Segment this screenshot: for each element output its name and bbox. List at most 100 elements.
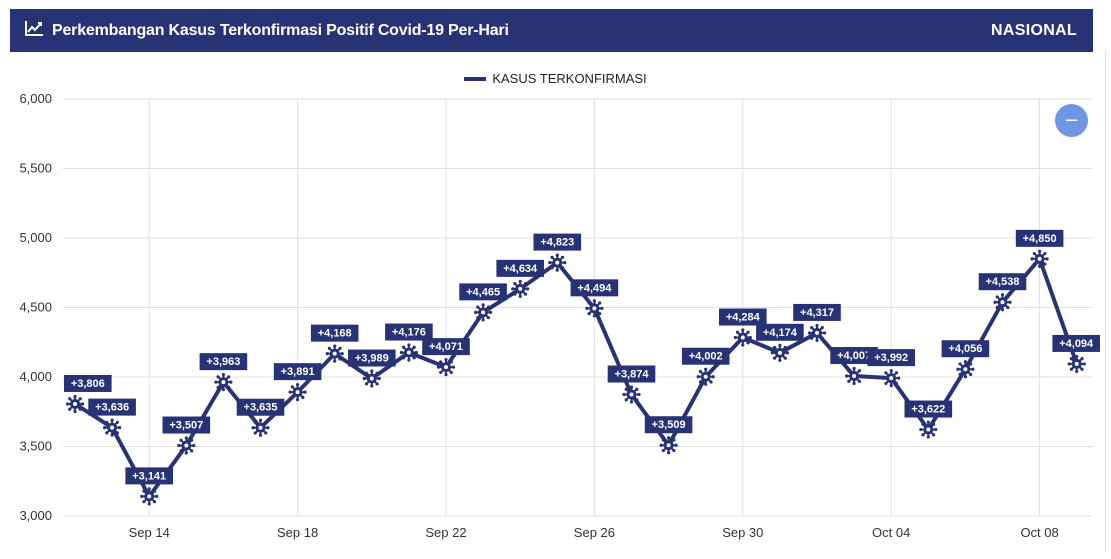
- legend-swatch: [464, 76, 487, 81]
- data-label-box: [385, 323, 433, 341]
- virus-marker[interactable]: [696, 367, 715, 386]
- virus-marker[interactable]: [177, 436, 196, 455]
- virus-marker[interactable]: [325, 344, 344, 363]
- virus-marker[interactable]: [733, 328, 752, 347]
- data-label-box: [793, 303, 841, 321]
- x-tick-label: Oct 04: [872, 525, 910, 540]
- x-tick-label: Sep 30: [722, 525, 763, 540]
- data-label: +4,465: [466, 286, 500, 298]
- data-label: +4,007: [837, 350, 871, 362]
- virus-marker[interactable]: [659, 436, 678, 455]
- y-tick-label: 5,500: [19, 161, 52, 176]
- data-label: +3,141: [132, 470, 166, 482]
- data-label: +3,509: [652, 419, 686, 431]
- data-label-box: [533, 233, 582, 251]
- header-left: Perkembangan Kasus Terkonfirmasi Positif…: [24, 19, 509, 42]
- panel-border: [1105, 52, 1106, 552]
- page-title: Perkembangan Kasus Terkonfirmasi Positif…: [52, 21, 509, 39]
- data-label-box: [570, 279, 619, 297]
- virus-marker[interactable]: [548, 253, 567, 272]
- virus-marker[interactable]: [993, 293, 1012, 312]
- virus-marker[interactable]: [65, 394, 85, 414]
- data-label-box: [459, 283, 507, 301]
- data-label: +4,071: [429, 341, 463, 353]
- data-label-box: [125, 467, 173, 485]
- data-label: +4,094: [1059, 338, 1094, 350]
- data-label-box: [199, 353, 248, 371]
- data-label: +4,634: [503, 263, 538, 275]
- data-label-box: [1052, 334, 1100, 352]
- data-label: +3,636: [95, 402, 129, 414]
- data-label-box: [756, 323, 804, 341]
- data-label: +4,168: [318, 328, 352, 340]
- chart-legend[interactable]: KASUS TERKONFIRMASI: [0, 71, 1111, 86]
- virus-marker[interactable]: [362, 369, 381, 388]
- data-label-box: [867, 349, 915, 367]
- virus-marker[interactable]: [399, 343, 418, 362]
- chart-line-icon: [24, 19, 44, 42]
- data-label: +3,989: [355, 353, 389, 365]
- x-tick-label: Sep 18: [277, 525, 318, 540]
- data-label-box: [978, 273, 1027, 291]
- data-label-box: [607, 365, 656, 383]
- virus-marker[interactable]: [140, 487, 159, 506]
- data-label: +3,963: [206, 356, 240, 368]
- virus-marker[interactable]: [622, 385, 641, 404]
- data-label: +4,538: [986, 276, 1020, 288]
- y-tick-label: 4,500: [19, 300, 52, 315]
- virus-marker[interactable]: [251, 418, 270, 437]
- virus-marker[interactable]: [1067, 354, 1086, 374]
- data-label-box: [830, 347, 878, 365]
- x-tick-label: Sep 14: [129, 525, 170, 540]
- virus-marker[interactable]: [474, 303, 493, 322]
- y-tick-label: 6,000: [19, 91, 52, 106]
- data-label: +3,507: [169, 420, 203, 432]
- virus-marker[interactable]: [436, 358, 456, 377]
- x-tick-label: Sep 26: [574, 525, 615, 540]
- y-tick-label: 5,000: [19, 230, 52, 245]
- data-label-box: [904, 400, 953, 418]
- data-label: +4,002: [689, 351, 723, 363]
- chart-header: Perkembangan Kasus Terkonfirmasi Positif…: [10, 9, 1093, 52]
- virus-marker[interactable]: [807, 323, 827, 343]
- data-label-box: [644, 416, 693, 434]
- y-tick-label: 3,000: [19, 508, 52, 523]
- virus-marker[interactable]: [288, 383, 307, 402]
- data-label-box: [681, 347, 730, 365]
- data-label-box: [941, 340, 990, 358]
- virus-marker[interactable]: [511, 279, 530, 298]
- virus-marker[interactable]: [770, 343, 789, 362]
- virus-marker[interactable]: [214, 373, 233, 392]
- x-tick-label: Oct 08: [1020, 525, 1058, 540]
- data-label: +4,284: [726, 312, 761, 324]
- zoom-out-button[interactable]: −: [1055, 104, 1088, 137]
- data-label: +3,874: [615, 369, 650, 381]
- virus-marker[interactable]: [103, 418, 122, 437]
- data-label-box: [64, 374, 112, 392]
- data-label: +4,174: [763, 327, 798, 339]
- virus-marker[interactable]: [956, 360, 975, 379]
- data-label-box: [162, 416, 211, 434]
- data-label: +4,056: [948, 343, 982, 355]
- virus-marker[interactable]: [919, 420, 938, 439]
- data-label-box: [236, 398, 285, 416]
- data-label: +3,635: [244, 402, 278, 414]
- data-label: +4,494: [577, 282, 612, 294]
- data-label: +4,176: [392, 327, 426, 339]
- data-label-box: [496, 259, 544, 277]
- data-label: +3,992: [874, 352, 908, 364]
- data-label: +3,622: [911, 404, 945, 416]
- virus-marker[interactable]: [585, 299, 604, 318]
- data-label-box: [348, 349, 396, 367]
- virus-marker[interactable]: [845, 366, 864, 386]
- virus-marker[interactable]: [1030, 249, 1049, 268]
- data-label-box: [273, 363, 322, 381]
- data-label-box: [310, 324, 359, 342]
- data-label: +4,850: [1023, 233, 1057, 245]
- data-label: +3,891: [281, 366, 315, 378]
- y-tick-label: 3,500: [19, 439, 52, 454]
- data-label: +4,317: [800, 307, 834, 319]
- legend-label: KASUS TERKONFIRMASI: [492, 71, 647, 86]
- virus-marker[interactable]: [882, 369, 901, 388]
